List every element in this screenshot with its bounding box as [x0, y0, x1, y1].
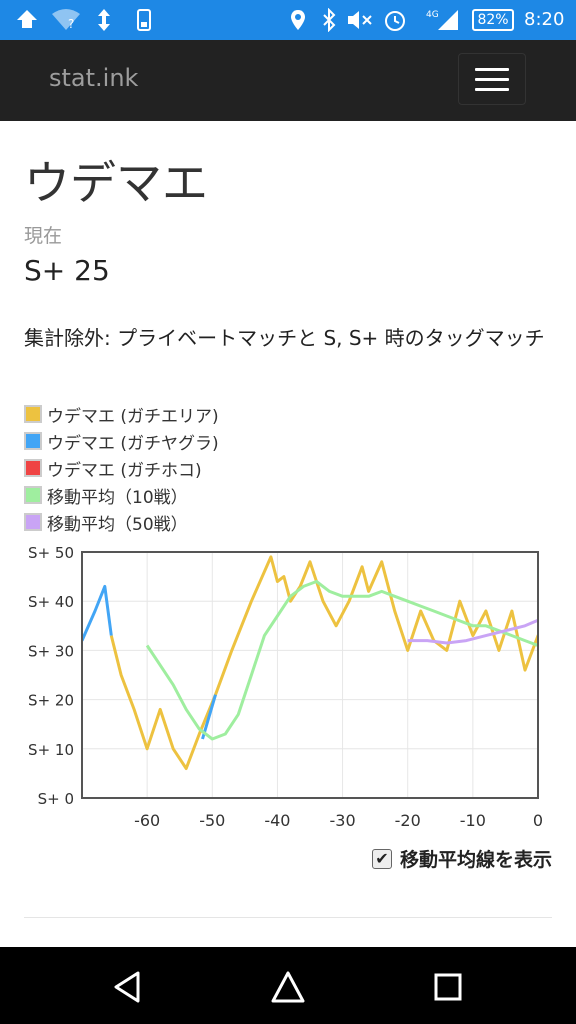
legend-label: ウデマエ (ガチエリア) — [47, 406, 219, 427]
y-tick-label: S+ 50 — [28, 546, 74, 562]
x-tick-label: 0 — [533, 811, 543, 830]
legend-swatch — [24, 405, 42, 423]
legend-swatch — [24, 432, 42, 450]
x-tick-label: -20 — [395, 811, 421, 830]
clock: 8:20 — [524, 9, 565, 30]
wifi-icon: ? — [52, 8, 80, 32]
sync-icon — [94, 8, 114, 32]
y-tick-label: S+ 0 — [38, 790, 74, 808]
exclusion-note: 集計除外: プライベートマッチと S, S+ 時のタッグマッチ — [24, 326, 545, 350]
app-icon — [14, 8, 40, 32]
legend-label: 移動平均（50戦） — [47, 514, 188, 535]
bluetooth-icon — [318, 8, 340, 32]
legend-item: ウデマエ (ガチエリア) — [24, 403, 219, 427]
menu-toggle-button[interactable] — [458, 53, 526, 105]
device-icon — [134, 8, 154, 32]
back-icon[interactable] — [108, 967, 148, 1007]
series-line — [145, 580, 538, 741]
legend-item: 移動平均（50戦） — [24, 511, 188, 535]
moving-average-label: 移動平均線を表示 — [399, 849, 552, 871]
x-tick-label: -40 — [264, 811, 290, 830]
hamburger-icon — [475, 68, 509, 71]
status-bar: ? 4G 82% 8:20 — [0, 0, 576, 40]
series-line — [407, 618, 538, 645]
current-label: 現在 — [24, 225, 63, 247]
series-line — [109, 555, 538, 770]
home-icon[interactable] — [268, 967, 308, 1007]
legend-swatch — [24, 513, 42, 531]
signal-icon: 4G — [424, 8, 460, 32]
legend-label: ウデマエ (ガチホコ) — [47, 460, 202, 481]
recents-icon[interactable] — [428, 967, 468, 1007]
brand-link[interactable]: stat.ink — [49, 64, 139, 92]
page-title: ウデマエ — [24, 156, 208, 210]
alarm-icon — [382, 8, 408, 32]
legend-swatch — [24, 486, 42, 504]
x-tick-label: -10 — [460, 811, 486, 830]
x-tick-label: -50 — [199, 811, 225, 830]
legend-item: ウデマエ (ガチホコ) — [24, 457, 202, 481]
legend-item: 移動平均（10戦） — [24, 484, 188, 508]
hamburger-icon — [475, 78, 509, 81]
legend-item: ウデマエ (ガチヤグラ) — [24, 430, 219, 454]
current-rank: S+ 25 — [24, 254, 110, 287]
battery-indicator: 82% — [472, 9, 514, 31]
divider — [24, 917, 552, 918]
y-tick-label: S+ 20 — [28, 692, 74, 710]
mute-icon — [346, 8, 376, 32]
legend-label: 移動平均（10戦） — [47, 487, 188, 508]
hamburger-icon — [475, 88, 509, 91]
navbar: stat.ink — [0, 40, 576, 121]
moving-average-toggle[interactable]: ✔ 移動平均線を表示 — [371, 845, 552, 872]
system-nav-bar — [0, 947, 576, 1024]
legend-swatch — [24, 459, 42, 477]
plot-frame — [81, 551, 539, 799]
series-line — [82, 584, 113, 642]
legend-label: ウデマエ (ガチヤグラ) — [47, 433, 219, 454]
svg-text:?: ? — [68, 17, 74, 31]
y-tick-label: S+ 30 — [28, 642, 74, 660]
moving-average-checkbox[interactable]: ✔ — [371, 848, 392, 869]
x-tick-label: -30 — [330, 811, 356, 830]
y-tick-label: S+ 10 — [28, 741, 74, 759]
rank-chart: -60 -50 -40 -30 -20 -10 0 S+ 0 S+ 10 S+ 20 S+ 30 S+… — [28, 546, 543, 830]
network-label: 4G — [426, 10, 439, 20]
battery-text: 82% — [477, 12, 509, 28]
location-icon — [288, 8, 308, 32]
x-tick-label: -60 — [134, 811, 160, 830]
y-tick-label: S+ 40 — [28, 593, 74, 611]
